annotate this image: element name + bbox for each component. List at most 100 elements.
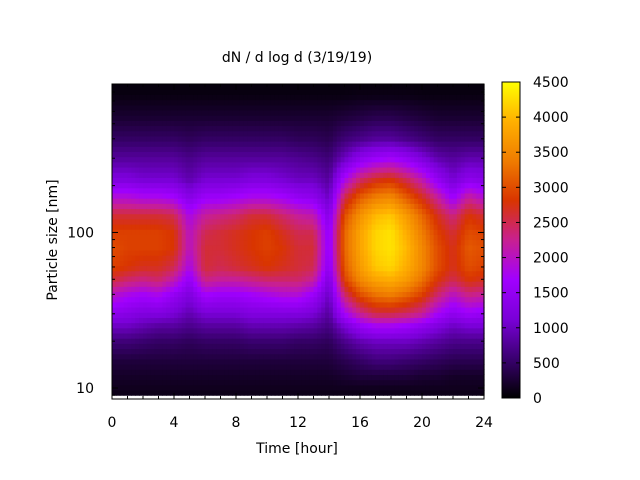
- heatmap-cell: [371, 151, 377, 158]
- heatmap-cell: [371, 364, 377, 370]
- heatmap-cell: [387, 109, 392, 116]
- heatmap-cell: [177, 166, 183, 173]
- heatmap-cell: [325, 275, 330, 282]
- heatmap-cell: [352, 229, 357, 235]
- heatmap-cell: [363, 130, 369, 137]
- heatmap-cell: [294, 229, 299, 235]
- heatmap-cell: [131, 198, 136, 204]
- heatmap-cell: [305, 260, 311, 267]
- heatmap-cell: [115, 260, 121, 267]
- heatmap-cell: [282, 224, 287, 230]
- heatmap-cell: [162, 208, 167, 215]
- heatmap-cell: [367, 332, 373, 339]
- heatmap-cell: [418, 109, 423, 116]
- heatmap-cell: [212, 229, 218, 235]
- heatmap-cell: [321, 332, 326, 339]
- heatmap-cell: [367, 89, 373, 95]
- heatmap-cell: [135, 379, 140, 386]
- heatmap-cell: [150, 192, 156, 199]
- heatmap-cell: [371, 172, 377, 178]
- heatmap-cell: [402, 384, 408, 391]
- heatmap-cell: [174, 213, 179, 220]
- heatmap-cell: [259, 151, 264, 158]
- heatmap-cell: [313, 234, 318, 241]
- heatmap-cell: [301, 379, 307, 386]
- heatmap-cell: [112, 265, 117, 272]
- heatmap-cell: [422, 161, 427, 168]
- heatmap-cell: [414, 109, 419, 116]
- heatmap-cell: [115, 213, 121, 220]
- heatmap-cell: [363, 177, 369, 184]
- heatmap-cell: [321, 192, 326, 199]
- heatmap-cell: [239, 343, 245, 350]
- heatmap-cell: [425, 187, 431, 194]
- heatmap-cell: [232, 151, 237, 158]
- heatmap-cell: [313, 369, 318, 375]
- heatmap-cell: [375, 104, 380, 111]
- heatmap-cell: [429, 146, 435, 153]
- heatmap-cell: [301, 229, 307, 235]
- heatmap-cell: [146, 125, 152, 132]
- heatmap-cell: [208, 234, 214, 241]
- heatmap-cell: [329, 109, 334, 116]
- heatmap-cell: [371, 109, 377, 116]
- heatmap-cell: [208, 379, 214, 386]
- heatmap-cell: [325, 213, 330, 220]
- heatmap-cell: [270, 374, 276, 381]
- heatmap-cell: [360, 332, 365, 339]
- heatmap-cell: [360, 301, 365, 308]
- heatmap-cell: [414, 130, 419, 137]
- heatmap-cell: [398, 130, 404, 137]
- heatmap-cell: [367, 166, 373, 173]
- heatmap-cell: [356, 358, 361, 365]
- heatmap-cell: [425, 115, 431, 121]
- heatmap-cell: [119, 234, 125, 241]
- heatmap-cell: [329, 327, 334, 334]
- heatmap-cell: [197, 198, 202, 204]
- heatmap-cell: [208, 203, 214, 210]
- heatmap-cell: [162, 369, 167, 375]
- heatmap-cell: [166, 384, 171, 391]
- heatmap-cell: [212, 379, 218, 386]
- heatmap-cell: [166, 374, 171, 381]
- heatmap-cell: [352, 166, 357, 173]
- heatmap-cell: [290, 94, 295, 101]
- heatmap-cell: [197, 218, 202, 225]
- heatmap-cell: [146, 234, 152, 241]
- heatmap-cell: [363, 317, 369, 324]
- heatmap-cell: [247, 379, 253, 386]
- heatmap-cell: [247, 192, 253, 199]
- heatmap-cell: [321, 104, 326, 111]
- heatmap-cell: [239, 234, 245, 241]
- heatmap-cell: [286, 379, 291, 386]
- heatmap-cell: [139, 213, 144, 220]
- heatmap-cell: [166, 379, 171, 386]
- heatmap-cell: [247, 229, 253, 235]
- heatmap-cell: [352, 275, 357, 282]
- heatmap-cell: [150, 255, 156, 261]
- heatmap-cell: [410, 343, 415, 350]
- heatmap-cell: [340, 312, 346, 318]
- heatmap-cell: [367, 94, 373, 101]
- heatmap-cell: [197, 348, 202, 355]
- heatmap-cell: [363, 301, 369, 308]
- heatmap-cell: [433, 312, 439, 318]
- heatmap-cell: [131, 120, 136, 127]
- heatmap-cell: [228, 120, 233, 127]
- heatmap-cell: [267, 166, 272, 173]
- heatmap-cell: [185, 187, 191, 194]
- heatmap-cell: [298, 208, 303, 215]
- heatmap-cell: [340, 275, 346, 282]
- heatmap-cell: [232, 208, 237, 215]
- heatmap-cell: [305, 135, 311, 142]
- heatmap-cell: [139, 89, 144, 95]
- heatmap-cell: [212, 177, 218, 184]
- heatmap-cell: [282, 156, 287, 163]
- heatmap-cell: [422, 312, 427, 318]
- heatmap-cell: [270, 358, 276, 365]
- heatmap-cell: [162, 358, 167, 365]
- heatmap-cell: [398, 379, 404, 386]
- heatmap-cell: [115, 218, 121, 225]
- heatmap-cell: [193, 379, 198, 386]
- heatmap-cell: [162, 141, 167, 147]
